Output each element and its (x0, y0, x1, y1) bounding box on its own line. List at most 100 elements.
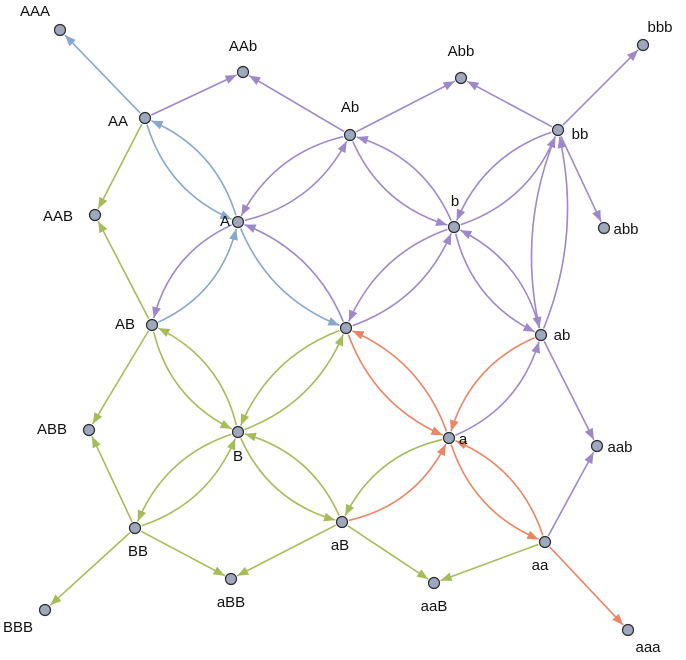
node-label: ABB (37, 421, 67, 438)
edge (64, 34, 141, 114)
edge (152, 224, 232, 319)
edge (355, 80, 456, 133)
node-label: bb (572, 126, 589, 143)
edge (459, 229, 541, 329)
node (551, 123, 565, 137)
node (224, 572, 238, 586)
node (339, 321, 353, 335)
node (38, 603, 52, 617)
node (128, 521, 142, 535)
edge (460, 136, 557, 226)
edge (157, 327, 238, 426)
node-label: AA (108, 113, 128, 130)
edge (236, 524, 337, 577)
edge (347, 525, 429, 580)
node (442, 431, 456, 445)
edge (348, 228, 448, 322)
node-label: abb (613, 221, 638, 238)
edge (150, 74, 238, 116)
edge (455, 341, 540, 436)
node-label: b (451, 193, 459, 210)
edge (158, 228, 238, 323)
edge (344, 438, 443, 517)
edge (455, 131, 552, 221)
edge (240, 438, 336, 522)
edge (549, 546, 624, 626)
node-label: AB (115, 316, 135, 333)
node-label: a (459, 431, 468, 448)
edge (151, 120, 237, 216)
node-label: BB (128, 543, 148, 560)
edge (455, 439, 544, 536)
edge (562, 49, 639, 126)
node (621, 623, 635, 637)
edge (97, 220, 150, 320)
edge (244, 223, 345, 322)
node-label: bbb (647, 19, 672, 36)
node (534, 328, 548, 342)
edge (248, 74, 345, 133)
edges (49, 34, 639, 626)
node-label: Ab (341, 99, 359, 116)
edge (543, 340, 595, 441)
edge (356, 135, 452, 221)
node-label: AAB (43, 208, 73, 225)
node-label: aa (532, 557, 549, 574)
edge (244, 334, 345, 431)
edge (49, 532, 131, 606)
edge (141, 438, 237, 527)
edge (244, 140, 348, 222)
edge (547, 451, 595, 537)
edge (140, 530, 226, 577)
node (590, 439, 604, 453)
node (335, 515, 349, 529)
edge (352, 330, 448, 432)
node (82, 423, 96, 437)
edge (97, 123, 143, 210)
edge (352, 141, 448, 227)
node (538, 535, 552, 549)
edge (347, 334, 443, 436)
node-label: Abb (448, 43, 475, 60)
edge (466, 80, 553, 128)
node (231, 215, 245, 229)
edge (239, 228, 340, 327)
edge (450, 444, 539, 541)
node (53, 23, 67, 37)
edge (239, 329, 340, 426)
node-label: AAA (20, 3, 50, 20)
node-label: A (220, 213, 230, 230)
edge (91, 435, 133, 523)
node-label: B (233, 448, 243, 465)
edge (240, 135, 344, 217)
node-label: BBB (3, 619, 33, 636)
node-label: aaB (421, 598, 448, 615)
edge (542, 136, 569, 329)
node (145, 318, 159, 332)
node (88, 208, 102, 222)
edge (440, 543, 539, 582)
node (636, 38, 650, 52)
edge (244, 432, 340, 516)
edge (530, 136, 557, 329)
edge (450, 337, 535, 432)
node (231, 425, 245, 439)
edge (136, 433, 232, 522)
node (236, 65, 250, 79)
node (427, 576, 441, 590)
node-label: aab (607, 439, 632, 456)
node (597, 221, 611, 235)
node (454, 71, 468, 85)
node-label: aB (331, 537, 349, 554)
node (447, 220, 461, 234)
node (343, 128, 357, 142)
node-label: ab (554, 327, 571, 344)
edge (91, 330, 150, 425)
node (138, 111, 152, 125)
edge (152, 331, 233, 430)
edge (348, 443, 447, 522)
node-label: aaa (635, 639, 661, 656)
node-label: AAb (229, 38, 257, 55)
